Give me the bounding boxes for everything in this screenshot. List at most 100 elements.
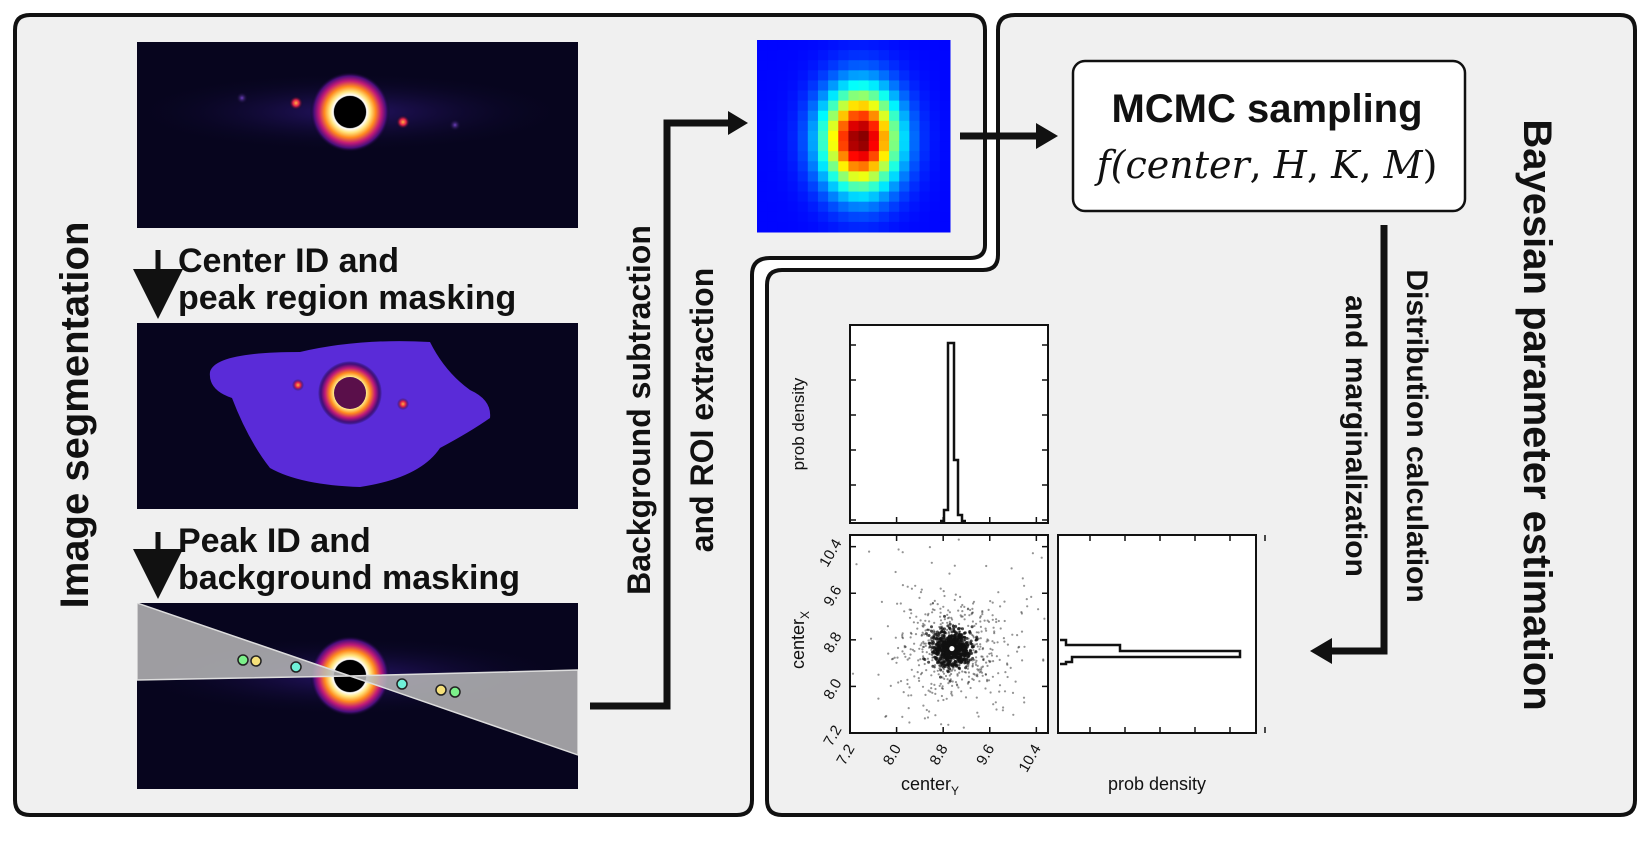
scatter-point	[987, 679, 991, 682]
heatmap-cell	[899, 60, 910, 71]
scatter-point	[933, 655, 937, 659]
scatter-point	[958, 664, 961, 667]
scatter-point	[982, 658, 985, 662]
scatter-point	[971, 611, 974, 615]
scatter-point	[986, 664, 989, 668]
scatter-center-point	[949, 645, 955, 652]
heatmap-cell	[797, 151, 809, 162]
scatter-point	[942, 605, 945, 608]
heatmap-cell	[777, 221, 788, 233]
peak-marker	[435, 684, 447, 696]
scatter-point	[927, 639, 930, 642]
heatmap-cell	[919, 211, 931, 223]
heatmap-cell	[868, 141, 880, 152]
scatter-point	[958, 668, 962, 671]
heatmap-cell	[817, 211, 829, 223]
heatmap-cell	[939, 211, 951, 223]
scatter-point	[946, 628, 949, 632]
bg-sub-label-line2: and ROI extraction	[684, 268, 720, 553]
heatmap-cell	[868, 171, 880, 182]
heatmap-cell	[939, 100, 951, 112]
scatter-point	[884, 715, 887, 718]
scatter-point	[931, 653, 934, 656]
scatter-point	[974, 661, 977, 664]
scatter-point	[981, 665, 985, 668]
scatter-point	[925, 651, 928, 654]
scatter-point	[939, 611, 942, 614]
distribution-arrowhead	[1310, 638, 1332, 664]
scatter-point	[904, 655, 907, 658]
heatmap-cell	[919, 221, 931, 233]
scatter-point	[961, 610, 964, 613]
scatter-point	[1002, 637, 1006, 640]
heatmap-cell	[757, 100, 768, 112]
scatter-point	[976, 668, 979, 671]
scatter-point	[971, 656, 975, 660]
scatter-point	[960, 641, 964, 644]
scatter-point	[955, 660, 959, 664]
scatter-point	[1023, 701, 1026, 704]
scatter-point	[979, 643, 982, 646]
scatter-point	[975, 659, 978, 662]
scatter-point	[953, 633, 957, 637]
scatter-point	[933, 683, 936, 687]
heatmap-cell	[919, 171, 931, 182]
heatmap-cell	[889, 161, 900, 172]
scatter-point	[985, 629, 988, 632]
scatter-point	[952, 658, 955, 661]
scatter-point	[946, 624, 950, 628]
heatmap-cell	[899, 211, 910, 223]
scatter-point	[986, 655, 989, 658]
heatmap-cell	[767, 130, 778, 142]
scatter-point	[968, 648, 972, 652]
scatter-point	[921, 685, 925, 688]
scatter-point	[1006, 643, 1010, 646]
heatmap-cell	[807, 201, 819, 213]
scatter-point	[932, 649, 936, 652]
scatter-point	[937, 632, 940, 635]
heatmap-cell	[787, 191, 799, 203]
heatmap-cell	[828, 80, 839, 92]
scatter-point	[996, 641, 999, 644]
scatter-point	[964, 666, 968, 670]
scatter-point	[922, 655, 925, 658]
heatmap-cell	[909, 130, 921, 142]
scatter-point	[954, 648, 957, 651]
scatter-point	[922, 704, 925, 707]
scatter-point	[955, 646, 959, 650]
heatmap-cell	[919, 50, 931, 61]
heatmap-cell	[939, 171, 951, 182]
heatmap-cell	[899, 191, 910, 203]
scatter-point	[924, 642, 927, 645]
heatmap-cell	[899, 171, 910, 182]
heatmap-cell	[828, 191, 839, 203]
scatter-point	[928, 628, 931, 632]
scatter-point	[986, 638, 989, 641]
scatter-point	[923, 658, 927, 661]
heatmap-cell	[757, 211, 768, 223]
scatter-point	[902, 691, 905, 694]
scatter-point	[967, 631, 971, 634]
heatmap-cell	[787, 40, 799, 51]
heatmap-cell	[757, 130, 768, 142]
heatmap-cell	[878, 211, 890, 223]
scatter-point	[992, 703, 995, 706]
scatter-point	[955, 653, 959, 657]
scatter-point	[966, 655, 970, 659]
scatter-point	[933, 621, 936, 625]
scatter-point	[921, 648, 924, 651]
heatmap-cell	[787, 130, 799, 142]
scatter-point	[936, 660, 940, 664]
heatmap-cell	[757, 221, 768, 233]
scatter-point	[973, 651, 976, 654]
scatter-point	[951, 640, 955, 644]
scatter-point	[938, 640, 942, 644]
scatter-point	[961, 603, 964, 607]
heatmap-cell	[757, 191, 768, 203]
heatmap-cell	[817, 90, 829, 102]
scatter-point	[950, 690, 953, 693]
scatter-point	[917, 664, 921, 667]
scatter-point	[934, 652, 938, 656]
heatmap-cell	[889, 130, 900, 142]
scatter-point	[971, 664, 974, 667]
